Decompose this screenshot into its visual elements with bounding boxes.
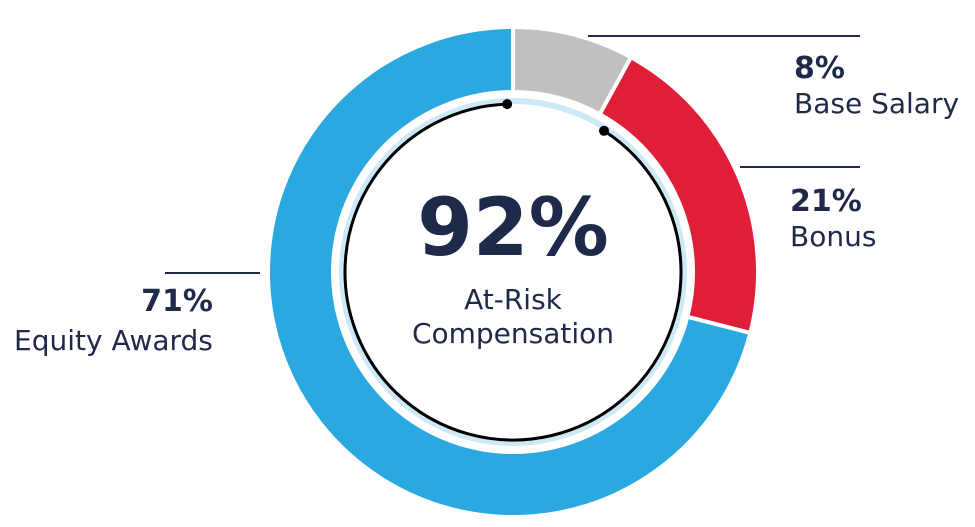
at-risk-percent: 92% <box>417 181 609 274</box>
bonus-label: 21% Bonus <box>790 187 876 251</box>
bonus-leader-line <box>740 166 860 168</box>
at-risk-caption-line-1: At-Risk <box>464 283 562 316</box>
base-salary-leader-line <box>588 35 860 37</box>
equity-awards-leader-line <box>165 272 260 274</box>
base-salary-percent: 8% <box>794 51 845 86</box>
at-risk-caption-line-2: Compensation <box>411 317 615 350</box>
equity-awards-name: Equity Awards <box>14 324 213 357</box>
base-salary-name: Base Salary <box>794 87 960 120</box>
bonus-percent: 21% <box>790 184 862 219</box>
inner-ring <box>339 98 687 446</box>
slices-group <box>266 24 760 519</box>
base-salary-label: 8% Base Salary <box>794 54 959 118</box>
at-risk-arc <box>343 102 683 442</box>
equity-awards-label: 71% Equity Awards <box>14 287 213 355</box>
at-risk-arc-end-dot <box>502 99 513 110</box>
at-risk-caption: At-Risk Compensation <box>412 283 614 351</box>
equity-awards-percent: 71% <box>141 284 213 319</box>
equity-slice <box>266 24 753 519</box>
at-risk-arc-start-dot <box>599 125 610 136</box>
bonus-name: Bonus <box>790 220 877 253</box>
